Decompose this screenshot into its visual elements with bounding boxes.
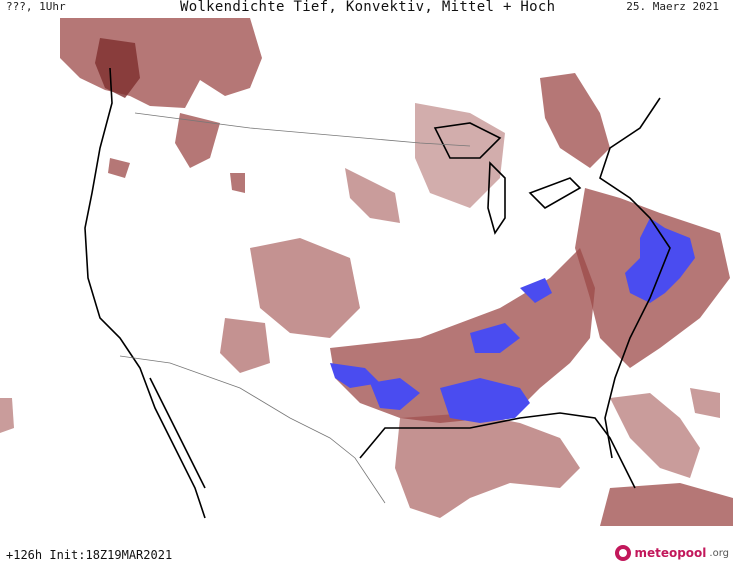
logo-icon	[615, 545, 632, 561]
cloud-patch-atlantic	[690, 388, 720, 418]
baja-coastline	[149, 377, 206, 489]
convective-area-south-4	[440, 378, 530, 423]
cloud-patch-pacific	[0, 398, 14, 433]
logo-text: meteopool	[634, 546, 707, 560]
cloud-area-florida	[610, 393, 700, 478]
coastlines	[84, 67, 671, 519]
map-title: Wolkendichte Tief, Konvektiv, Mittel + H…	[180, 0, 556, 15]
lake-michigan	[487, 161, 506, 235]
cloud-patch-west-1	[108, 158, 130, 178]
valid-date: 25. Maerz 2021	[626, 0, 719, 13]
convective-area-south-2	[330, 363, 380, 388]
cloud-area-montana	[175, 113, 220, 168]
cloud-patch-west-2	[230, 173, 245, 193]
lake-erie	[528, 177, 582, 209]
cloud-patch-plains-1	[345, 168, 400, 223]
convective-area-south-1	[470, 323, 520, 353]
meteopool-logo[interactable]: meteopool .org	[615, 545, 729, 561]
init-time: +126h Init:18Z19MAR2021	[6, 548, 173, 562]
convective-area-virginia	[625, 218, 695, 303]
cloud-area-caribbean	[600, 483, 733, 526]
cloud-area-southwest	[220, 318, 270, 373]
run-label: ???, 1Uhr	[6, 0, 66, 13]
cloud-area-northeast	[540, 73, 610, 168]
us-mexico-border	[119, 355, 386, 504]
logo-tld: .org	[709, 547, 729, 559]
cloud-area-gulf	[395, 413, 580, 518]
lake-superior	[433, 122, 502, 159]
east-coastline	[599, 97, 671, 459]
forecast-map	[0, 18, 733, 526]
convective-area-south-3	[370, 378, 420, 410]
west-coastline	[84, 67, 206, 519]
gulf-coastline	[359, 412, 636, 489]
us-canada-border	[134, 112, 471, 147]
political-borders	[119, 112, 471, 504]
cloud-area-plains	[250, 238, 360, 338]
cloud-area-nw-coast	[95, 38, 140, 98]
convective-area-south-5	[520, 278, 552, 303]
convective-layer	[330, 218, 695, 423]
